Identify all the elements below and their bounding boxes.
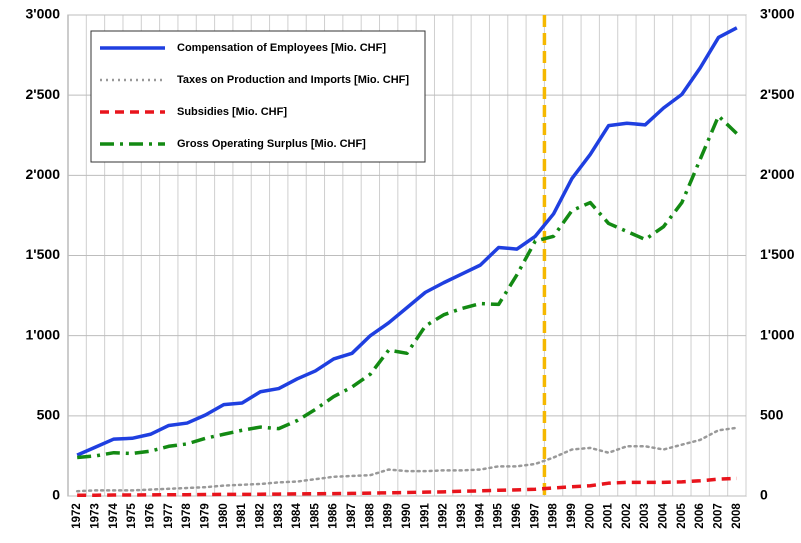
- x-tick-label: 1989: [383, 503, 395, 529]
- x-tick-label: 2005: [676, 503, 688, 529]
- x-tick-label: 1994: [474, 503, 486, 529]
- x-tick-label: 1999: [566, 503, 578, 529]
- series-line: [77, 114, 739, 460]
- x-tick-label: 1974: [108, 503, 120, 529]
- x-tick-label: 1990: [401, 503, 413, 529]
- x-tick-label: 1997: [529, 503, 541, 529]
- legend: Compensation of Employees [Mio. CHF] Taxe…: [90, 30, 426, 163]
- x-tick-label: 1976: [144, 503, 156, 529]
- y-tick-label: 3'000: [26, 6, 61, 22]
- x-tick-label: 1984: [291, 503, 303, 529]
- x-tick-label: 1980: [218, 503, 230, 529]
- legend-label: Gross Operating Surplus [Mio. CHF]: [177, 138, 366, 150]
- x-tick-label: 2006: [694, 503, 706, 529]
- legend-label: Compensation of Employees [Mio. CHF]: [177, 42, 386, 54]
- y-tick-label: 2'500: [26, 86, 61, 102]
- x-tick-label: 1991: [419, 503, 431, 529]
- x-tick-label: 1992: [438, 503, 450, 529]
- legend-label: Subsidies [Mio. CHF]: [177, 106, 287, 118]
- x-tick-label: 1985: [309, 503, 321, 529]
- legend-box: [90, 30, 426, 163]
- x-tick-label: 1982: [254, 503, 266, 529]
- series-line: [76, 26, 738, 457]
- x-tick-label: 2008: [731, 503, 743, 529]
- y2-tick-label: 2'000: [760, 166, 795, 182]
- x-tick-label: 2003: [639, 503, 651, 529]
- x-tick-label: 1975: [126, 503, 138, 529]
- x-tick-label: 2000: [584, 503, 596, 529]
- series-line: [75, 426, 739, 493]
- x-tick-label: 2004: [658, 503, 670, 529]
- x-tick-label: 1983: [273, 503, 285, 529]
- y-tick-label: 0: [52, 487, 60, 503]
- y2-tick-label: 3'000: [760, 6, 795, 22]
- y2-tick-label: 1'000: [760, 326, 795, 342]
- x-tick-label: 1987: [346, 503, 358, 529]
- y2-tick-label: 0: [760, 487, 768, 503]
- x-tick-label: 1978: [181, 503, 193, 529]
- legend-label: Taxes on Production and Imports [Mio. CH…: [177, 74, 409, 86]
- x-tick-label: 2007: [713, 503, 725, 529]
- y2-tick-label: 2'500: [760, 86, 795, 102]
- y-tick-label: 1'000: [26, 326, 61, 342]
- x-tick-label: 1986: [328, 503, 340, 529]
- x-tick-label: 1977: [163, 503, 175, 529]
- x-tick-label: 1981: [236, 503, 248, 529]
- series-line: [77, 476, 737, 497]
- y-tick-label: 2'000: [26, 166, 61, 182]
- x-tick-label: 1988: [364, 503, 376, 529]
- x-tick-label: 1979: [199, 503, 211, 529]
- x-tick-label: 1993: [456, 503, 468, 529]
- x-tick-label: 1998: [548, 503, 560, 529]
- y2-tick-label: 500: [760, 407, 784, 423]
- x-tick-label: 1972: [71, 503, 83, 529]
- x-tick-label: 1995: [493, 503, 505, 529]
- y-tick-label: 1'500: [26, 246, 61, 262]
- x-tick-label: 1996: [511, 503, 523, 529]
- x-tick-label: 2001: [603, 503, 615, 529]
- y2-tick-label: 1'500: [760, 246, 795, 262]
- y-tick-label: 500: [37, 407, 61, 423]
- x-tick-label: 2002: [621, 503, 633, 529]
- x-tick-label: 1973: [90, 503, 102, 529]
